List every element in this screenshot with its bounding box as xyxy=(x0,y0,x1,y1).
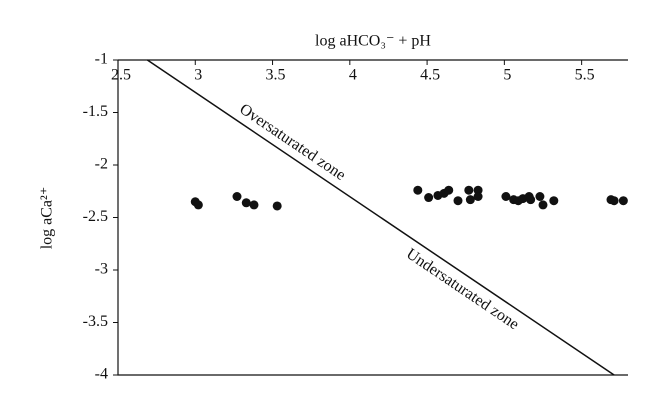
axis-frame xyxy=(117,59,628,376)
point xyxy=(609,196,619,206)
y-tick-label: -4 xyxy=(95,366,108,383)
point xyxy=(549,196,559,206)
point xyxy=(464,185,474,195)
point xyxy=(473,185,483,195)
y-tick-label: -1 xyxy=(95,51,108,68)
point xyxy=(453,196,463,206)
x-tick-label: 5.5 xyxy=(575,67,595,84)
point xyxy=(272,201,282,211)
x-tick-label: 4 xyxy=(349,67,357,84)
point xyxy=(444,185,454,195)
x-axis-label: log aHCO₃⁻ + pH xyxy=(315,33,431,50)
point xyxy=(193,200,203,210)
point xyxy=(413,185,423,195)
x-tick-label: 5 xyxy=(503,67,511,84)
point xyxy=(526,195,536,205)
point xyxy=(465,195,475,205)
point xyxy=(538,200,548,210)
saturation-line xyxy=(146,59,615,376)
x-tick-label: 3.5 xyxy=(266,67,286,84)
x-tick-label: 3 xyxy=(194,67,202,84)
y-axis-label: log aCa²⁺ xyxy=(39,187,56,250)
point xyxy=(249,200,259,210)
annotation: Undersaturated zone xyxy=(403,245,522,333)
point xyxy=(232,192,242,201)
y-tick-label: -3.5 xyxy=(83,313,108,330)
y-tick-label: -1.5 xyxy=(83,103,108,120)
y-tick-label: -2 xyxy=(95,156,108,173)
y-tick-label: -3 xyxy=(95,261,108,278)
point xyxy=(473,192,483,201)
point xyxy=(535,192,545,201)
y-tick-label: -2.5 xyxy=(83,208,108,225)
point xyxy=(424,193,434,203)
point xyxy=(241,198,251,208)
x-tick-label: 4.5 xyxy=(420,67,440,84)
point xyxy=(618,196,628,206)
annotation: Oversaturated zone xyxy=(236,101,348,184)
point xyxy=(501,192,511,201)
x-tick-label: 2.5 xyxy=(111,67,131,84)
